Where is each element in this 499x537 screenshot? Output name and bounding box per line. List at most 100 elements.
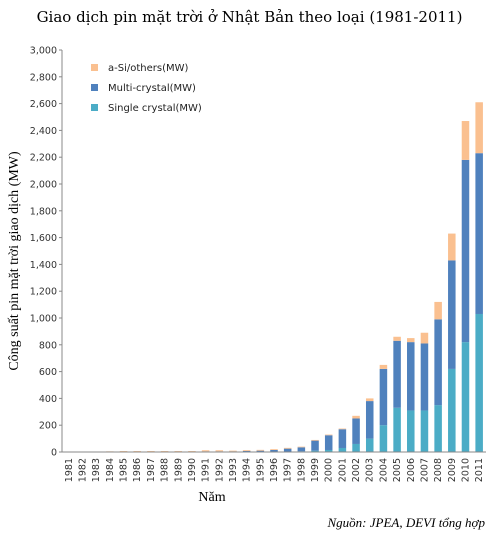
- y-tick-label: 600: [39, 367, 57, 378]
- x-tick-label: 1992: [214, 458, 225, 482]
- y-tick-label: 3,000: [30, 46, 57, 57]
- bar-1992-series-2: [215, 450, 224, 452]
- y-tick-label: 200: [39, 421, 57, 432]
- x-tick-label: 2002: [351, 458, 362, 482]
- y-tick-label: 2,600: [30, 99, 57, 110]
- y-tick-label: 1,800: [30, 206, 57, 217]
- bar-2010-series-2: [461, 121, 470, 160]
- x-tick-label: 1994: [242, 458, 253, 482]
- y-tick-label: 2,400: [30, 126, 57, 137]
- x-tick-label: 2009: [447, 458, 458, 482]
- y-tick-label: 800: [39, 340, 57, 351]
- y-tick-label: 1,000: [30, 314, 57, 325]
- x-tick-label: 2004: [378, 458, 389, 482]
- x-tick-label: 1983: [91, 458, 102, 482]
- bar-2002-series-1: [352, 418, 360, 444]
- bar-2008-series-1: [434, 319, 442, 406]
- x-tick-label: 1986: [132, 458, 143, 482]
- bar-1996-series-2: [270, 449, 278, 450]
- x-axis-title: Năm: [198, 490, 225, 505]
- x-tick-label: 1981: [64, 458, 75, 482]
- bar-1994-series-2: [242, 450, 251, 451]
- bar-2006-series-1: [407, 342, 415, 411]
- bar-1994-series-1: [242, 450, 251, 452]
- bar-2007-series-0: [420, 410, 429, 452]
- bar-1991-series-2: [201, 450, 210, 452]
- bar-2008-series-2: [434, 301, 442, 320]
- bar-1990-series-2: [188, 451, 196, 452]
- x-tick-label: 1984: [105, 458, 116, 482]
- x-tick-label: 2011: [474, 458, 485, 482]
- bar-1999-series-1: [311, 440, 319, 451]
- bar-2002-series-0: [352, 443, 360, 452]
- x-tick-label: 2006: [406, 458, 417, 482]
- x-tick-label: 2000: [324, 458, 335, 482]
- bar-2000-series-0: [324, 449, 333, 452]
- bar-2007-series-1: [420, 343, 429, 411]
- x-tick-label: 2008: [433, 458, 444, 482]
- x-axis-ticks: 1981 1982 1983 1984 1985 1986 1987 1988 1989 1990…: [64, 458, 485, 482]
- x-tick-label: 1991: [201, 458, 212, 482]
- bar-1997-series-1: [283, 448, 292, 452]
- legend-label: Single crystal(MW): [108, 103, 202, 114]
- y-axis-title: Công suất pin mặt trời giao dịch (MW): [7, 151, 22, 371]
- bar-2000-series-1: [324, 435, 333, 450]
- x-tick-label: 1988: [160, 458, 171, 482]
- bar-1997-series-2: [283, 447, 292, 449]
- x-tick-label: 1985: [119, 458, 130, 482]
- chart-title: Giao dịch pin mặt trời ở Nhật Bản theo l…: [36, 8, 463, 26]
- bar-2005-series-1: [393, 340, 401, 408]
- y-tick-label: 2,800: [30, 72, 57, 83]
- bar-2002-series-2: [352, 415, 360, 419]
- x-tick-label: 1987: [146, 458, 157, 482]
- y-tick-label: 2,000: [30, 180, 57, 191]
- bar-1999-series-0: [311, 450, 319, 452]
- bar-2003-series-2: [365, 398, 374, 402]
- bar-1985-series-2: [119, 451, 128, 452]
- x-tick-label: 1998: [296, 458, 307, 482]
- bar-2010-series-0: [461, 342, 470, 452]
- y-tick-label: 1,600: [30, 233, 57, 244]
- bar-1996-series-1: [270, 449, 278, 452]
- y-tick-label: 400: [39, 394, 57, 405]
- x-tick-label: 1999: [310, 458, 321, 482]
- bar-2004-series-1: [379, 368, 388, 426]
- bar-1995-series-1: [256, 450, 265, 452]
- y-tick-label: 2,200: [30, 153, 57, 164]
- bar-2009-series-1: [448, 260, 456, 369]
- bar-1998-series-1: [297, 447, 306, 452]
- y-tick-label: 1,200: [30, 287, 57, 298]
- bar-2009-series-0: [448, 368, 456, 452]
- bar-1988-series-2: [160, 451, 169, 452]
- x-tick-label: 2003: [365, 458, 376, 482]
- bar-2010-series-1: [461, 159, 470, 343]
- x-tick-label: 1982: [78, 458, 89, 482]
- bar-2003-series-1: [365, 401, 374, 439]
- bar-2009-series-2: [448, 233, 456, 261]
- bar-2006-series-2: [407, 338, 415, 343]
- bar-1995-series-2: [256, 449, 265, 451]
- bar-2007-series-2: [420, 332, 429, 344]
- x-tick-label: 1997: [283, 458, 294, 482]
- bar-2000-series-2: [324, 434, 333, 436]
- y-tick-label: 0: [51, 448, 57, 459]
- y-tick-label: 1,400: [30, 260, 57, 271]
- x-tick-label: 1995: [255, 458, 266, 482]
- bar-2011-series-2: [475, 102, 483, 154]
- x-tick-label: 2010: [460, 458, 471, 482]
- legend-swatch: [91, 104, 98, 111]
- bar-marks: [65, 102, 483, 453]
- bar-2001-series-1: [338, 429, 347, 448]
- x-tick-label: 2007: [419, 458, 430, 482]
- bar-2011-series-0: [475, 313, 483, 452]
- x-tick-label: 1996: [269, 458, 280, 482]
- x-tick-label: 2005: [392, 458, 403, 482]
- legend-label: Multi-crystal(MW): [108, 83, 196, 94]
- bar-2004-series-2: [379, 364, 388, 369]
- bar-1998-series-2: [297, 446, 306, 448]
- x-tick-label: 1990: [187, 458, 198, 482]
- bar-1999-series-2: [311, 439, 319, 441]
- bar-1987-series-2: [147, 451, 155, 452]
- bar-2001-series-0: [338, 447, 347, 452]
